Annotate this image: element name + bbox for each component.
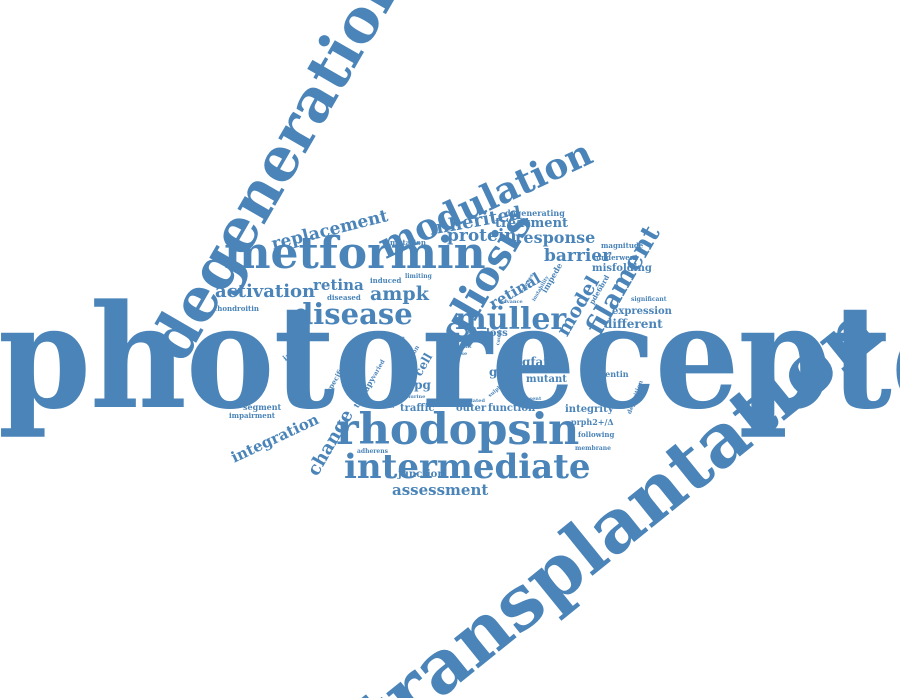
word-metformin: metformin — [224, 228, 486, 279]
word-outer: outer — [456, 403, 487, 414]
word-murine: murine — [405, 394, 426, 400]
word-limiting: limiting — [405, 273, 432, 280]
word-barrier: barrier — [544, 246, 612, 266]
word-gfap: gfap — [522, 355, 552, 369]
word-impairment: impairment — [229, 411, 276, 420]
word-cspg: cspg — [400, 378, 431, 392]
word-function: function — [488, 403, 536, 414]
word-prph2: prph2+/Δ — [571, 417, 614, 427]
word-protein: protein — [447, 226, 517, 246]
word-membrane: membrane — [575, 445, 611, 452]
word-feature: feature — [467, 330, 488, 336]
word-disease: disease — [293, 297, 413, 331]
word-photoreceptor: photoreceptor — [0, 273, 900, 441]
word-related: related — [465, 398, 485, 404]
word-these: these — [452, 351, 468, 357]
word-mutation: mutation — [390, 238, 426, 247]
word-junction: junction — [398, 469, 445, 480]
word-degenerating: degenerating — [505, 208, 565, 218]
word-segment: segment — [243, 402, 282, 412]
word-expression: expression — [612, 306, 672, 317]
word-muller: müller — [455, 302, 567, 337]
word-loss: loss — [486, 328, 508, 339]
word-advance: advance — [500, 299, 523, 305]
word-vimentin: vimentin — [589, 369, 629, 379]
word-following: following — [578, 430, 615, 439]
word-activation: activation — [215, 281, 316, 302]
word-magnitude: magnitude — [601, 241, 644, 250]
word-diseased: diseased — [327, 293, 361, 302]
word-rhodopsin: rhodopsin — [336, 405, 580, 455]
word-glia: glia — [489, 365, 515, 379]
word-response: response — [515, 228, 596, 247]
word-chondroitin: chondroitin — [213, 304, 260, 313]
word-induced: induced — [370, 276, 402, 285]
word-treatment: treatment — [495, 216, 569, 231]
word-assessment: assessment — [392, 481, 489, 499]
word-traffic: traffic — [400, 403, 435, 414]
word-number: number — [373, 404, 395, 410]
word-result: result — [455, 344, 472, 350]
word-present: present — [520, 396, 542, 402]
word-novel: novel — [456, 338, 471, 344]
word-different: different — [604, 317, 663, 331]
word-adherens: adherens — [357, 448, 388, 455]
word-mutant: mutant — [526, 374, 567, 385]
word-retina: retina — [313, 276, 364, 294]
word-ampk: ampk — [370, 283, 429, 305]
word-integrity: integrity — [565, 404, 614, 415]
word-intermediate: intermediate — [344, 447, 591, 487]
word-underwent: underwent — [596, 253, 639, 262]
word-significant: significant — [631, 296, 667, 303]
word-misfolding: misfolding — [592, 263, 652, 274]
